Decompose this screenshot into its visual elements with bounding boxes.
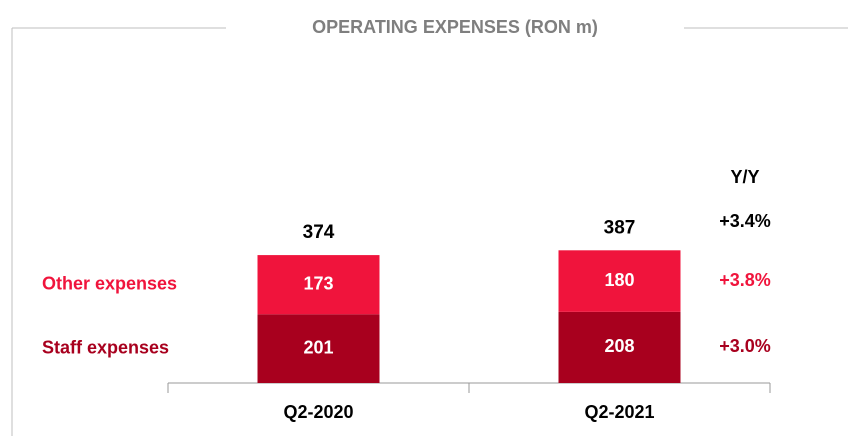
- bar-segment: [257, 255, 380, 315]
- value-label: 173: [303, 273, 333, 293]
- yoy-header: Y/Y: [730, 167, 759, 187]
- series-label: Other expenses: [42, 273, 177, 293]
- yoy-total: +3.4%: [719, 211, 771, 231]
- value-label: 208: [604, 336, 634, 356]
- bar-segment: [558, 250, 681, 312]
- bar-segment: [257, 314, 380, 383]
- bar-segment: [558, 311, 681, 383]
- total-label: 374: [303, 222, 335, 243]
- total-label: 387: [604, 217, 636, 238]
- x-tick-label: Q2-2020: [283, 402, 353, 422]
- value-label: 201: [303, 337, 333, 357]
- yoy-label: +3.8%: [719, 270, 771, 290]
- value-label: 180: [604, 270, 634, 290]
- yoy-label: +3.0%: [719, 336, 771, 356]
- chart-title: OPERATING EXPENSES (RON m): [312, 17, 598, 37]
- series-label: Staff expenses: [42, 337, 169, 357]
- x-tick-label: Q2-2021: [584, 402, 654, 422]
